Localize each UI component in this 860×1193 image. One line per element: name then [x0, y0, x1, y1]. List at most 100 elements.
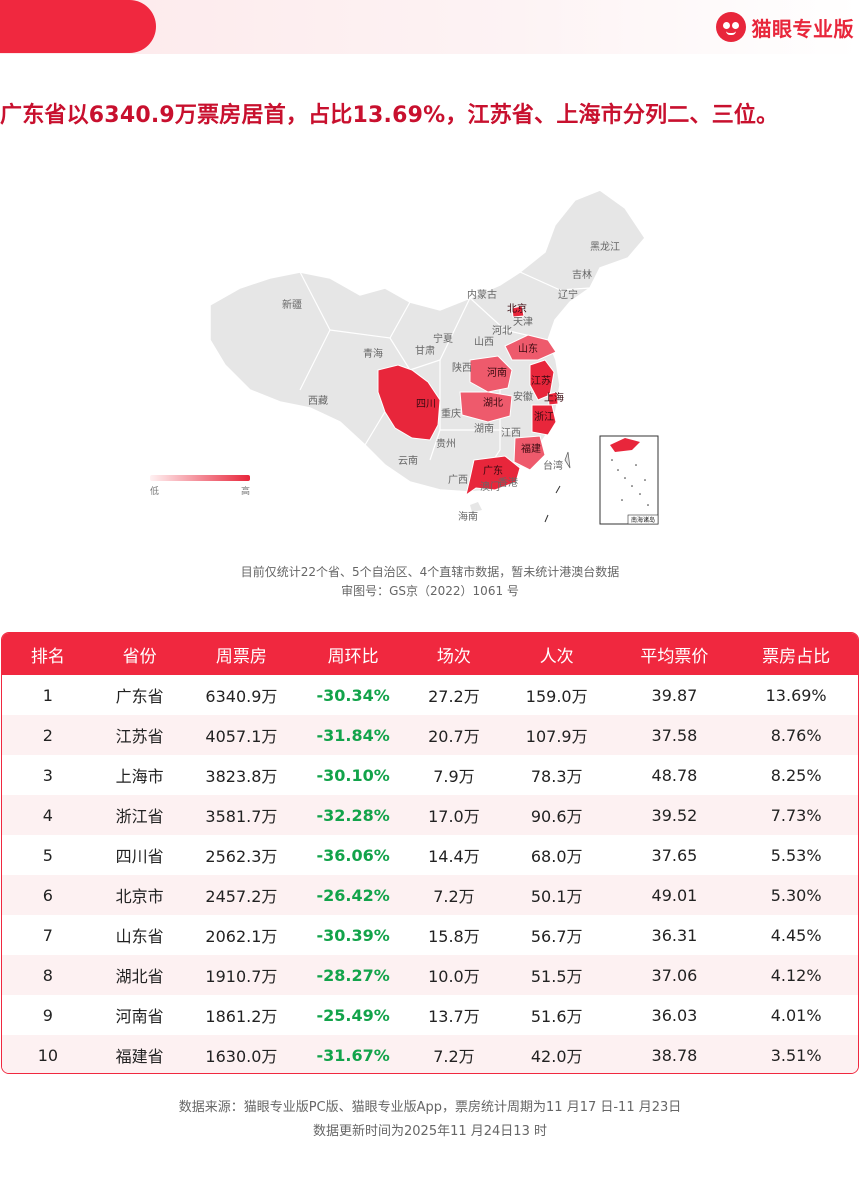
table-cell: 6 [42, 885, 53, 905]
table-row: 6 北京市 2457.2万 -26.42% 7.2万 50.1万 49.01 5.30% [2, 875, 858, 915]
map-approval-no: 审图号：GS京（2022）1061 号 [341, 584, 519, 598]
table-cell: 江苏省 [115, 727, 164, 746]
table-cell: 2062.1万 [205, 927, 278, 946]
table-cell: 7.2万 [433, 887, 475, 906]
column-header: 人次 [539, 646, 574, 667]
table-cell: 4.01% [770, 1005, 822, 1025]
province-beijing [511, 305, 525, 318]
table-cell: 10.0万 [428, 967, 480, 986]
province-label: 新疆 [282, 298, 302, 311]
table-cell: -31.84% [316, 725, 390, 745]
table-cell: 68.0万 [530, 847, 583, 866]
table-cell: 159.0万 [525, 687, 588, 706]
table-cell: 107.9万 [525, 727, 588, 746]
table-cell: 9 [42, 1005, 53, 1025]
table-cell: -30.39% [316, 925, 390, 945]
table-header: 排名 省份 周票房 周环比 场次 人次 平均票价 票房占比 [2, 633, 858, 675]
table-cell: 湖北省 [115, 967, 164, 986]
column-header: 周环比 [327, 646, 379, 667]
brand: 猫眼专业版 [715, 10, 855, 44]
table-cell: 6340.9万 [205, 687, 278, 706]
province-label: 海南 [458, 510, 478, 523]
table-cell: 1910.7万 [205, 967, 278, 986]
table-cell: 8.76% [770, 725, 822, 745]
province-label: 北京 [507, 302, 527, 315]
table-cell: 13.69% [765, 685, 827, 705]
table-cell: 7.9万 [433, 767, 475, 786]
update-time-note: 数据更新时间为2025年11 月24日13 时 [313, 1124, 547, 1139]
province-label: 湖北 [483, 397, 503, 409]
table-row: 9 河南省 1861.2万 -25.49% 13.7万 51.6万 36.03 4.01% [2, 995, 858, 1035]
column-header: 省份 [122, 646, 157, 667]
province-guangdong [465, 455, 521, 497]
table-cell: 3823.8万 [205, 767, 278, 786]
table-cell: 1861.2万 [205, 1007, 278, 1026]
table-cell: 8.25% [770, 765, 822, 785]
table-cell: 5 [42, 845, 53, 865]
brand-name: 猫眼专业版 [751, 16, 854, 41]
table-cell: -36.06% [316, 845, 390, 865]
province-label: 青海 [363, 347, 383, 360]
province-label: 澳门 [480, 480, 500, 493]
province-hubei [459, 391, 513, 423]
province-borders [299, 271, 591, 481]
province-henan [469, 355, 513, 393]
table-row: 10 福建省 1630.0万 -31.67% 7.2万 42.0万 38.78 3.51% [2, 1035, 858, 1073]
table-cell: 2457.2万 [205, 887, 278, 906]
column-header: 场次 [436, 646, 471, 667]
table-cell: 90.6万 [530, 807, 583, 826]
table-cell: 广东省 [115, 687, 164, 706]
legend-high-label: 高 [240, 487, 250, 497]
province-shanghai [547, 391, 559, 406]
table-cell: 4 [42, 805, 53, 825]
table-cell: 42.0万 [530, 1047, 583, 1066]
south-china-sea-inset [599, 435, 659, 525]
table-row: 7 山东省 2062.1万 -30.39% 15.8万 56.7万 36.31 4.45% [2, 915, 858, 955]
province-label: 河北 [492, 325, 512, 337]
table-cell: 14.4万 [428, 847, 480, 866]
table-cell: 4.12% [770, 965, 822, 985]
map-base-shape [209, 189, 646, 493]
table-row: 3 上海市 3823.8万 -30.10% 7.9万 78.3万 48.78 8.25% [2, 755, 858, 795]
table-cell: 36.31 [651, 925, 698, 945]
table-cell: 福建省 [115, 1047, 164, 1066]
table-cell: 4057.1万 [205, 727, 278, 746]
province-label: 广东 [483, 464, 503, 477]
table-cell: 5.30% [770, 885, 822, 905]
province-label: 贵州 [436, 437, 456, 450]
table-cell: -30.10% [316, 765, 390, 785]
province-label: 福建 [521, 442, 541, 455]
province-label: 宁夏 [433, 332, 453, 345]
table-cell: 山东省 [115, 927, 164, 946]
table-cell: 39.87 [651, 685, 698, 705]
province-label: 天津 [513, 316, 533, 328]
table-cell: 3.51% [770, 1045, 822, 1065]
map-notes: 目前仅统计22个省、5个自治区、4个直辖市数据，暂未统计港澳台数据 审图号：GS… [0, 563, 860, 601]
inset-label: 南海诸岛 [631, 516, 655, 524]
province-label: 云南 [398, 454, 418, 467]
table-cell: -25.49% [316, 1005, 390, 1025]
province-label: 湖南 [474, 422, 494, 435]
footer: 数据来源：猫眼专业版PC版、猫眼专业版App，票房统计周期为11 月17 日-1… [0, 1096, 860, 1144]
province-label: 吉林 [572, 268, 592, 281]
headline: 广东省以6340.9万票房居首，占比13.69%，江苏省、上海市分列二、三位。 [0, 103, 779, 128]
legend-gradient-bar [150, 475, 250, 481]
table-cell: 河南省 [115, 1007, 164, 1026]
top-bar: 猫眼专业版 [0, 0, 860, 54]
table-cell: 1630.0万 [205, 1047, 278, 1066]
province-label: 山东 [518, 342, 538, 355]
table-cell: -31.67% [316, 1045, 390, 1065]
province-label: 上海 [544, 391, 564, 404]
province-label: 黑龙江 [590, 240, 620, 253]
table-cell: 上海市 [115, 767, 164, 786]
province-label: 重庆 [441, 407, 461, 420]
table-cell: 2 [42, 725, 53, 745]
table-cell: 38.78 [651, 1045, 698, 1065]
coverage-note: 目前仅统计22个省、5个自治区、4个直辖市数据，暂未统计港澳台数据 [240, 565, 620, 579]
table-cell: 13.7万 [428, 1007, 480, 1026]
table-cell: 浙江省 [115, 807, 164, 826]
table-cell: 51.5万 [530, 967, 583, 986]
table-body: 1 广东省 6340.9万 -30.34% 27.2万 159.0万 39.87 13.69%… [2, 675, 858, 1073]
province-label: 江苏 [531, 374, 551, 387]
table-row: 5 四川省 2562.3万 -36.06% 14.4万 68.0万 37.65 5.53% [2, 835, 858, 875]
